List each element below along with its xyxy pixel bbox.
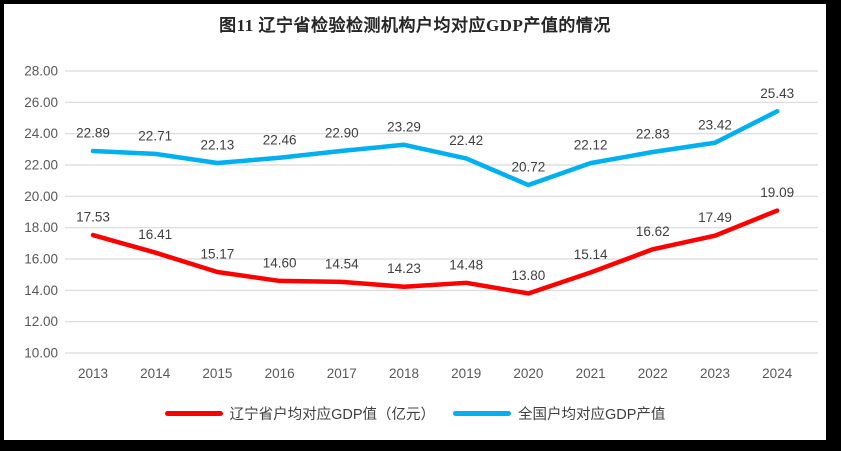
y-axis-tick-label: 28.00 (24, 64, 58, 79)
data-label: 23.29 (387, 119, 421, 134)
data-label: 16.62 (636, 224, 670, 239)
data-label: 22.46 (263, 132, 297, 147)
legend-item: 辽宁省户均对应GDP值（亿元） (164, 403, 435, 424)
legend-label: 辽宁省户均对应GDP值（亿元） (229, 406, 435, 423)
chart-title: 图11 辽宁省检验检测机构户均对应GDP产值的情况 (219, 16, 611, 35)
y-axis-tick-label: 18.00 (24, 220, 58, 235)
y-axis-tick-label: 14.00 (24, 283, 58, 298)
data-label: 23.42 (698, 117, 732, 132)
x-axis-tick-label: 2013 (78, 366, 108, 381)
line-chart-plot: 28.00 26.00 24.00 22.00 20.00 18.00 16.00 14.00… (24, 64, 818, 381)
y-axis-tick-label: 20.00 (24, 189, 58, 204)
data-label: 22.83 (636, 126, 670, 141)
x-axis-tick-label: 2023 (700, 366, 730, 381)
data-label: 14.54 (325, 256, 359, 271)
x-axis-tick-label: 2015 (202, 366, 232, 381)
legend-swatch-liaoning (164, 410, 223, 416)
y-axis-tick-label: 22.00 (24, 158, 58, 173)
legend-item: 全国户均对应GDP产值 (453, 403, 665, 424)
y-axis-tick-label: 26.00 (24, 95, 58, 110)
data-label: 14.48 (449, 257, 483, 272)
y-axis-tick-label: 16.00 (24, 252, 58, 267)
data-label: 17.53 (76, 210, 110, 225)
data-label: 22.90 (325, 125, 359, 140)
data-label: 22.89 (76, 126, 110, 141)
data-label: 15.17 (201, 247, 235, 262)
data-label: 20.72 (512, 160, 546, 175)
legend-swatch-national (453, 410, 511, 416)
series-line-liaoning (90, 208, 780, 296)
data-label: 22.13 (201, 137, 235, 152)
x-axis-tick-label: 2022 (638, 366, 668, 381)
data-label: 25.43 (760, 86, 794, 101)
data-label: 14.23 (387, 261, 421, 276)
x-axis-tick-label: 2019 (451, 366, 481, 381)
x-axis-tick-label: 2020 (513, 366, 543, 381)
data-label: 15.14 (574, 247, 608, 262)
chart-legend: 辽宁省户均对应GDP值（亿元） 全国户均对应GDP产值 (4, 401, 826, 425)
data-label: 13.80 (512, 268, 546, 283)
x-axis-tick-label: 2024 (762, 366, 793, 381)
data-label: 17.49 (698, 210, 732, 225)
series-line-national (90, 109, 780, 188)
x-axis-tick-label: 2017 (327, 366, 357, 381)
chart-canvas: 28.00 26.00 24.00 22.00 20.00 18.00 16.00 14.00… (4, 4, 826, 440)
x-axis-tick-label: 2016 (265, 366, 295, 381)
y-axis-tick-label: 12.00 (24, 314, 58, 329)
x-axis-tick-label: 2021 (576, 366, 606, 381)
y-axis-tick-label: 24.00 (24, 126, 58, 141)
data-label: 14.60 (263, 255, 297, 270)
legend-label: 全国户均对应GDP产值 (518, 406, 666, 423)
data-label: 19.09 (760, 185, 794, 200)
x-axis-tick-label: 2018 (389, 366, 419, 381)
y-axis-tick-label: 10.00 (24, 346, 58, 361)
data-label: 22.12 (574, 138, 608, 153)
data-label: 22.71 (138, 128, 172, 143)
x-axis-tick-label: 2014 (140, 366, 171, 381)
data-label: 16.41 (138, 227, 172, 242)
data-label: 22.42 (449, 133, 483, 148)
